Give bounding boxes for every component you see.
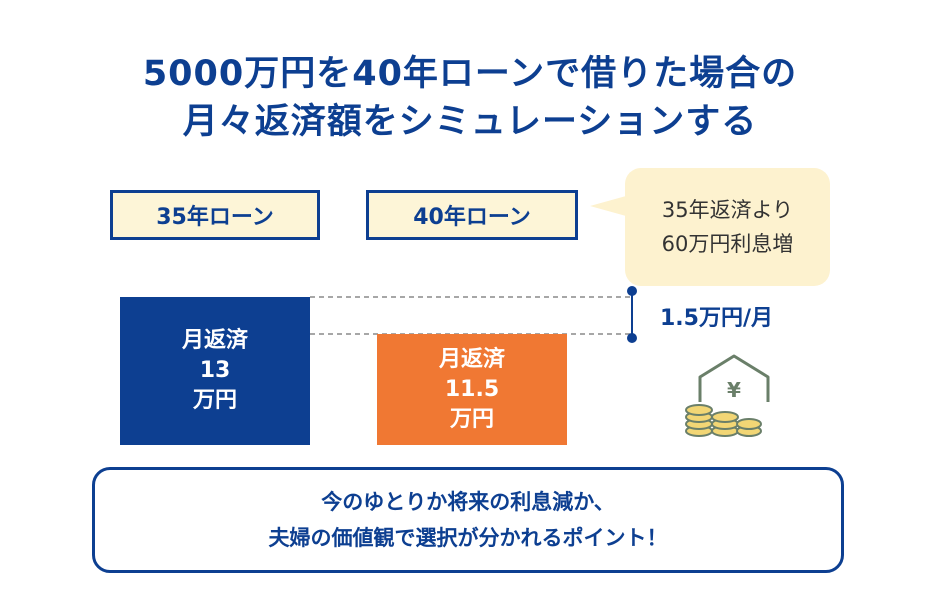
bar-35-label: 月返済 <box>181 328 248 353</box>
bar-35-value: 13 <box>199 358 231 383</box>
page-title: 5000万円を40年ローンで借りた場合の 月々返済額をシミュレーションする <box>0 50 940 146</box>
bar-40-value: 11.5 <box>444 376 500 402</box>
loan-35-label: 35年ローン <box>110 190 320 240</box>
house-yen-icon: ¥ <box>698 354 770 402</box>
coin-stacks-icon <box>685 404 762 437</box>
loan-40-label: 40年ローン <box>366 190 578 240</box>
speech-bubble-tail <box>590 196 626 216</box>
monthly-payment-bar-35: 月返済 13 万円 <box>120 297 310 445</box>
title-line-2: 月々返済額をシミュレーションする <box>182 102 758 142</box>
bar-40-label: 月返済 <box>438 346 505 372</box>
conclusion-box: 今のゆとりか将来の利息減か、 夫婦の価値観で選択が分かれるポイント！ <box>92 467 844 573</box>
svg-text:¥: ¥ <box>727 378 741 402</box>
bar-35-unit: 万円 <box>192 388 237 413</box>
bubble-line-1: 35年返済より <box>661 198 794 222</box>
difference-dot-top <box>627 286 637 296</box>
conclusion-line-2: 夫婦の価値観で選択が分かれるポイント！ <box>268 526 668 550</box>
bar-40-unit: 万円 <box>449 406 494 432</box>
conclusion-line-1: 今のゆとりか将来の利息減か、 <box>321 490 615 514</box>
title-line-1: 5000万円を40年ローンで借りた場合の <box>142 54 798 94</box>
bubble-line-2: 60万円利息増 <box>661 232 794 256</box>
difference-dot-bottom <box>627 333 637 343</box>
monthly-payment-bar-40: 月返済 11.5 万円 <box>377 334 567 445</box>
difference-label: 1.5万円/月 <box>660 306 774 331</box>
interest-speech-bubble: 35年返済より 60万円利息増 <box>625 168 830 286</box>
